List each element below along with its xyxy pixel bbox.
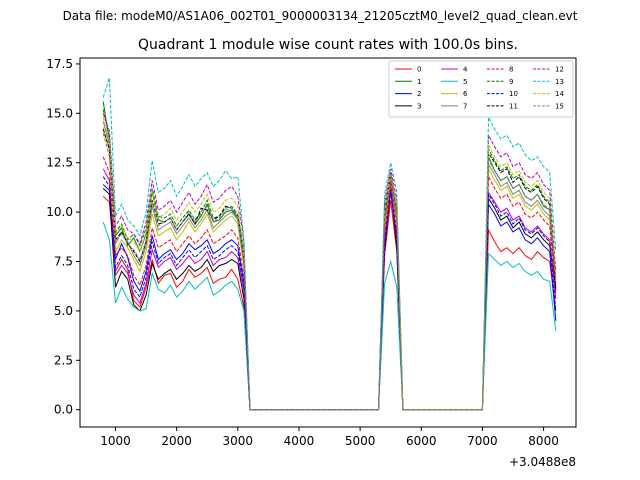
legend-label-5: 5 (463, 78, 467, 86)
legend-label-9: 9 (509, 78, 513, 86)
legend-label-11: 11 (509, 102, 518, 110)
legend-label-13: 13 (555, 78, 564, 86)
legend-label-6: 6 (463, 90, 468, 98)
legend-label-7: 7 (463, 102, 467, 110)
y-tick-label: 7.5 (54, 255, 73, 269)
x-tick-label: 5000 (345, 434, 376, 448)
x-tick-label: 4000 (284, 434, 315, 448)
legend-label-1: 1 (417, 78, 421, 86)
legend-box (388, 60, 574, 118)
y-tick-label: 15.0 (46, 106, 73, 120)
y-tick-label: 2.5 (54, 353, 73, 367)
series-line-10 (102, 176, 557, 411)
y-tick-label: 12.5 (46, 156, 73, 170)
x-tick-label: 1000 (100, 434, 131, 448)
chart-title: Quadrant 1 module wise count rates with … (138, 37, 518, 53)
legend-label-8: 8 (509, 66, 513, 74)
x-tick-label: 3000 (223, 434, 254, 448)
x-tick-label: 6000 (406, 434, 437, 448)
y-tick-label: 10.0 (46, 205, 73, 219)
legend-label-12: 12 (555, 66, 564, 74)
legend-label-4: 4 (463, 66, 468, 74)
chart-suptitle: Data file: modeM0/AS1A06_002T01_90000031… (63, 9, 578, 23)
legend-label-2: 2 (417, 90, 421, 98)
axes: 1000 2000 3000 4000 5000 6000 7000 8000 0.0 2.5 5.… (46, 57, 577, 448)
x-tick-label: 8000 (528, 434, 559, 448)
axes-frame (79, 57, 577, 428)
legend-label-3: 3 (417, 102, 421, 110)
x-offset-label: +3.0488e8 (509, 455, 576, 469)
x-tick-label: 2000 (161, 434, 192, 448)
legend-label-0: 0 (417, 66, 421, 74)
y-tick-label: 17.5 (46, 57, 73, 71)
series-line-15 (102, 132, 557, 411)
legend-label-10: 10 (509, 90, 518, 98)
y-tick-label: 0.0 (54, 403, 73, 417)
y-tick-label: 5.0 (54, 304, 73, 318)
legend-label-14: 14 (555, 90, 564, 98)
plot-area (102, 77, 557, 411)
legend-label-15: 15 (555, 102, 564, 110)
x-tick-label: 7000 (467, 434, 498, 448)
